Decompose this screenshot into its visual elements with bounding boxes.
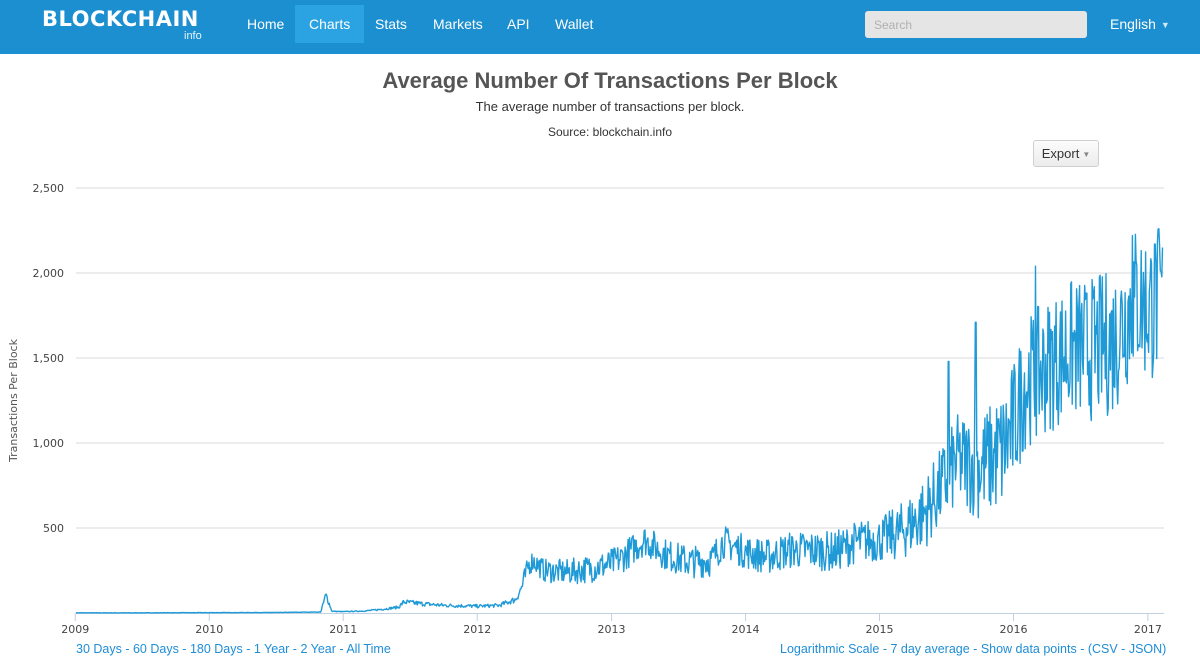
nav-charts[interactable]: Charts (295, 5, 365, 43)
series-group (75, 228, 1164, 614)
x-tick-label: 2009 (61, 623, 89, 636)
chart-area: 500 1,000 1,500 2,000 2,500 2009 2010 2011 2012… (7, 182, 1164, 636)
chart-subtitle: The average number of transactions per b… (475, 99, 745, 114)
y-tick-label: 1,000 (33, 437, 65, 450)
csv-link[interactable]: CSV (1092, 642, 1118, 656)
json-link[interactable]: JSON (1128, 642, 1163, 656)
brand-name: BLOCKCHAIN (42, 7, 199, 31)
show-data-points-link[interactable]: Show data points (980, 642, 1077, 656)
gridlines (76, 187, 1164, 614)
seven-day-average-link[interactable]: 7 day average (890, 642, 970, 656)
chart-title: Average Number Of Transactions Per Block (382, 68, 838, 93)
nav-api[interactable]: API (507, 16, 530, 32)
chart-source: Source: blockchain.info (547, 125, 673, 139)
search-input[interactable] (865, 11, 1087, 38)
language-label: English (1110, 16, 1156, 32)
x-tick-label: 2013 (598, 623, 626, 636)
x-tick-label: 2014 (732, 623, 760, 636)
y-tick-label: 2,500 (33, 182, 65, 195)
y-tick-label: 500 (43, 522, 64, 535)
x-tick-label: 2010 (195, 623, 223, 636)
export-label: Export (1041, 146, 1080, 161)
range-all-time[interactable]: All Time (346, 642, 391, 656)
x-tick-label: 2012 (463, 623, 491, 636)
nav-stats[interactable]: Stats (375, 16, 407, 32)
nav-home[interactable]: Home (247, 16, 285, 32)
y-axis-label: Transactions Per Block (7, 338, 20, 463)
range-30-days[interactable]: 30 Days (76, 642, 122, 656)
export-button[interactable]: Export ▼ (1033, 140, 1099, 167)
x-axis-ticks: 2009 2010 2011 2012 2013 2014 2015 2016 2017 (61, 613, 1162, 636)
x-tick-label: 2011 (329, 623, 357, 636)
series-line (75, 228, 1164, 614)
x-tick-label: 2016 (1000, 623, 1028, 636)
chevron-down-icon: ▼ (1082, 150, 1091, 160)
language-dropdown[interactable]: English ▼ (1110, 16, 1170, 32)
range-2-year[interactable]: 2 Year (300, 642, 336, 656)
logarithmic-scale-link[interactable]: Logarithmic Scale (780, 642, 880, 656)
formats-close: ) (1162, 642, 1167, 656)
y-tick-label: 2,000 (33, 267, 65, 280)
y-axis-ticks: 500 1,000 1,500 2,000 2,500 (33, 182, 65, 535)
top-navbar: BLOCKCHAIN info Home Charts Stats Market… (0, 0, 1200, 54)
range-180-days[interactable]: 180 Days (189, 642, 243, 656)
formats-open: ( (1087, 642, 1092, 656)
chart-option-links: Logarithmic Scale - 7 day average - Show… (780, 642, 1167, 656)
range-60-days[interactable]: 60 Days (132, 642, 179, 656)
time-range-links: 30 Days - 60 Days - 180 Days - 1 Year - … (76, 642, 391, 656)
y-tick-label: 1,500 (33, 352, 65, 365)
nav-markets[interactable]: Markets (433, 16, 483, 32)
chevron-down-icon: ▼ (1160, 20, 1170, 31)
x-tick-label: 2015 (866, 623, 894, 636)
brand-logo[interactable]: BLOCKCHAIN info (42, 6, 202, 42)
x-tick-label: 2017 (1134, 623, 1162, 636)
nav-wallet[interactable]: Wallet (555, 16, 594, 32)
range-1-year[interactable]: 1 Year (253, 642, 290, 656)
brand-subname: info (184, 30, 202, 42)
